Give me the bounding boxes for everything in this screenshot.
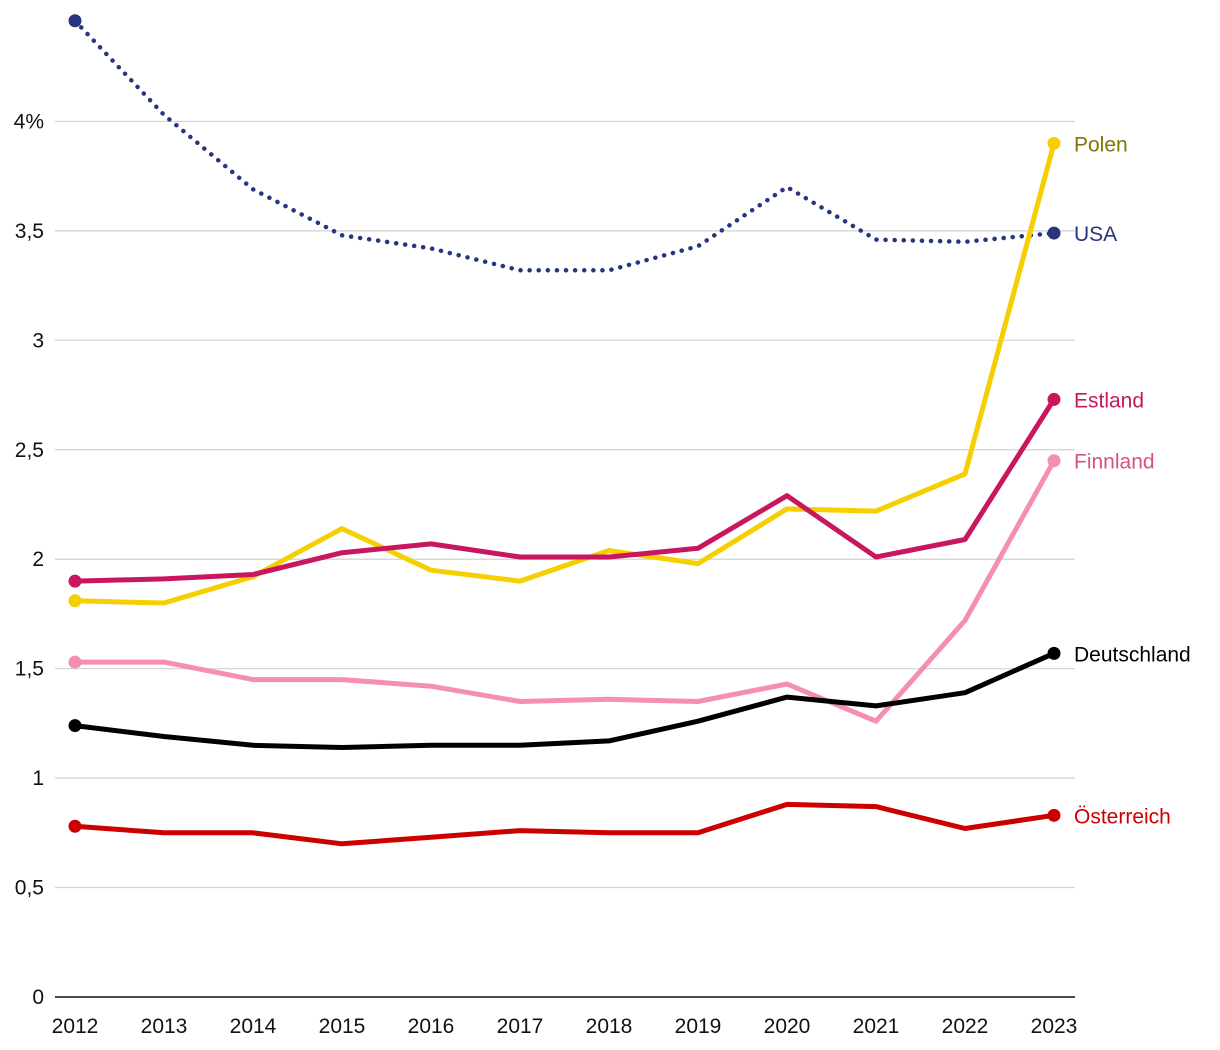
y-tick-label: 0 [32,986,44,1009]
end-marker-finnland [1047,454,1061,468]
y-tick-label: 1,5 [15,658,44,681]
x-tick-label: 2013 [141,1015,188,1038]
y-tick-label: 2 [32,548,44,571]
y-tick-label: 1 [32,767,44,790]
series-polen [68,136,1061,608]
series-line-deutschland [72,650,1057,750]
y-tick-label: 2,5 [15,439,44,462]
series-label-deutschland: Deutschland [1074,643,1191,666]
end-marker-polen [1047,136,1061,150]
series-line-oesterreich [72,801,1057,847]
series-label-oesterreich: Österreich [1074,805,1171,828]
series-label-polen: Polen [1074,133,1128,156]
series-label-usa: USA [1074,223,1117,246]
series-label-finnland: Finnland [1074,451,1155,474]
series-usa [68,14,1061,273]
end-marker-estland [1047,392,1061,406]
series-line-usa [72,18,1057,273]
series-end-labels: USA Polen Estland Finnland Deutschland Österr… [1074,133,1191,828]
y-tick-label: 3 [32,329,44,352]
series-deutschland [68,646,1061,750]
x-tick-label: 2015 [319,1015,366,1038]
y-tick-label: 3,5 [15,220,44,243]
end-marker-deutschland [1047,646,1061,660]
x-tick-label: 2012 [52,1015,99,1038]
series-line-polen [72,140,1057,606]
series-oesterreich [68,801,1061,847]
start-marker-deutschland [68,719,82,733]
end-marker-usa [1047,226,1061,240]
x-tick-label: 2020 [764,1015,811,1038]
series-line-estland [72,396,1057,584]
y-tick-label: 4% [14,110,44,133]
start-marker-finnland [68,655,82,669]
x-axis-tick-labels: 2012 2013 2014 2015 2016 2017 2018 2019 2020 2021… [52,1015,1078,1038]
x-tick-label: 2022 [942,1015,989,1038]
series-estland [68,392,1061,588]
start-marker-usa [68,14,82,28]
end-marker-oesterreich [1047,808,1061,822]
x-tick-label: 2016 [408,1015,455,1038]
grid-lines [55,120,1075,889]
series-lines [68,14,1061,847]
y-axis-tick-labels: 0 0,5 1 1,5 2 2,5 3 3,5 4% [14,110,44,1009]
series-label-estland: Estland [1074,389,1144,412]
start-marker-estland [68,574,82,588]
x-tick-label: 2018 [586,1015,633,1038]
start-marker-oesterreich [68,819,82,833]
x-tick-label: 2017 [497,1015,544,1038]
x-tick-label: 2014 [230,1015,277,1038]
x-tick-label: 2021 [853,1015,900,1038]
x-tick-label: 2019 [675,1015,722,1038]
x-tick-label: 2023 [1031,1015,1078,1038]
y-tick-label: 0,5 [15,877,44,900]
start-marker-polen [68,594,82,608]
